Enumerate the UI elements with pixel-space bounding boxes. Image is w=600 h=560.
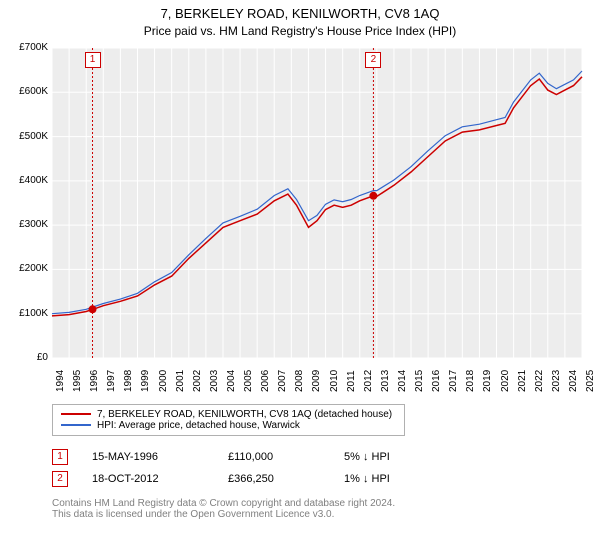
sale-price: £366,250: [220, 473, 336, 485]
x-axis-label: 2014: [397, 370, 408, 392]
legend-label: HPI: Average price, detached house, Warw…: [97, 420, 300, 431]
x-axis-label: 2013: [380, 370, 391, 392]
legend-swatch: [61, 424, 91, 426]
legend: 7, BERKELEY ROAD, KENILWORTH, CV8 1AQ (d…: [52, 404, 405, 436]
x-axis-label: 2001: [175, 370, 186, 392]
sale-diff: 1% ↓ HPI: [336, 473, 398, 485]
x-axis-label: 2011: [346, 370, 357, 392]
x-axis-label: 2004: [226, 370, 237, 392]
x-axis-label: 2007: [277, 370, 288, 392]
x-axis-label: 2015: [414, 370, 425, 392]
x-axis-label: 2023: [551, 370, 562, 392]
sale-date: 18-OCT-2012: [68, 473, 220, 485]
x-axis-label: 2000: [158, 370, 169, 392]
x-axis-label: 2025: [585, 370, 596, 392]
x-axis-label: 1997: [106, 370, 117, 392]
x-axis-label: 2021: [517, 370, 528, 392]
x-axis-label: 2010: [329, 370, 340, 392]
legend-swatch: [61, 413, 91, 415]
x-axis-label: 2016: [431, 370, 442, 392]
x-axis-label: 2017: [448, 370, 459, 392]
x-axis-label: 2012: [363, 370, 374, 392]
x-axis-label: 1994: [55, 370, 66, 392]
x-axis-label: 1999: [140, 370, 151, 392]
x-axis-label: 2003: [209, 370, 220, 392]
x-axis-label: 2005: [243, 370, 254, 392]
x-axis-label: 2020: [500, 370, 511, 392]
y-axis-label: £700K: [8, 42, 48, 53]
sale-marker-icon: 1: [52, 449, 68, 465]
legend-item: HPI: Average price, detached house, Warw…: [61, 420, 396, 431]
sale-marker-icon: 2: [52, 471, 68, 487]
x-axis-label: 2009: [311, 370, 322, 392]
sale-date: 15-MAY-1996: [68, 451, 220, 463]
chart-container: 7, BERKELEY ROAD, KENILWORTH, CV8 1AQ Pr…: [0, 0, 600, 560]
x-axis-label: 2019: [482, 370, 493, 392]
x-axis-label: 1998: [123, 370, 134, 392]
sale-marker-flag: 1: [85, 52, 101, 68]
x-axis-label: 2018: [465, 370, 476, 392]
y-axis-label: £300K: [8, 219, 48, 230]
x-axis-label: 2022: [534, 370, 545, 392]
x-axis-label: 2002: [192, 370, 203, 392]
y-axis-label: £0: [8, 352, 48, 363]
sale-diff: 5% ↓ HPI: [336, 451, 398, 463]
footer: Contains HM Land Registry data © Crown c…: [52, 498, 395, 520]
sales-row: 2 18-OCT-2012 £366,250 1% ↓ HPI: [52, 468, 398, 490]
y-axis-label: £200K: [8, 263, 48, 274]
y-axis-label: £500K: [8, 131, 48, 142]
x-axis-label: 2024: [568, 370, 579, 392]
sale-marker-flag: 2: [365, 52, 381, 68]
sale-price: £110,000: [220, 451, 336, 463]
y-axis-label: £100K: [8, 308, 48, 319]
y-axis-label: £600K: [8, 86, 48, 97]
x-axis-label: 2006: [260, 370, 271, 392]
x-axis-label: 2008: [294, 370, 305, 392]
x-axis-label: 1996: [89, 370, 100, 392]
legend-label: 7, BERKELEY ROAD, KENILWORTH, CV8 1AQ (d…: [97, 409, 392, 420]
sales-table: 1 15-MAY-1996 £110,000 5% ↓ HPI 2 18-OCT…: [52, 446, 398, 490]
footer-line: Contains HM Land Registry data © Crown c…: [52, 498, 395, 509]
x-axis-label: 1995: [72, 370, 83, 392]
legend-item: 7, BERKELEY ROAD, KENILWORTH, CV8 1AQ (d…: [61, 409, 396, 420]
y-axis-label: £400K: [8, 175, 48, 186]
footer-line: This data is licensed under the Open Gov…: [52, 509, 395, 520]
sales-row: 1 15-MAY-1996 £110,000 5% ↓ HPI: [52, 446, 398, 468]
